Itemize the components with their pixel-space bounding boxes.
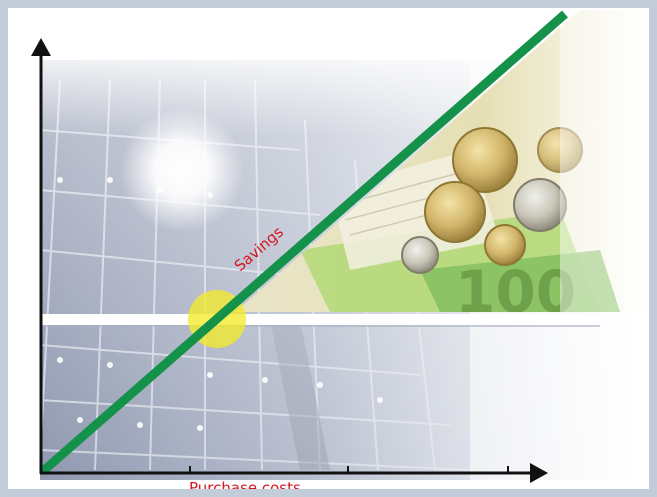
axes: [31, 38, 548, 483]
savings-line: [39, 10, 568, 476]
euro-coins-icon: [401, 127, 583, 274]
sun-glow-icon: [120, 108, 244, 232]
savings-diagram: 100 Savings: [31, 10, 649, 489]
y-axis-arrow: [31, 38, 51, 56]
svg-text:100: 100: [455, 258, 576, 326]
purchase-costs-label: Purchase costs: [189, 479, 301, 489]
x-axis-arrow: [530, 463, 548, 483]
purchase-cost-line: [40, 314, 600, 325]
diagram-panel: 100 Savings: [8, 8, 649, 489]
